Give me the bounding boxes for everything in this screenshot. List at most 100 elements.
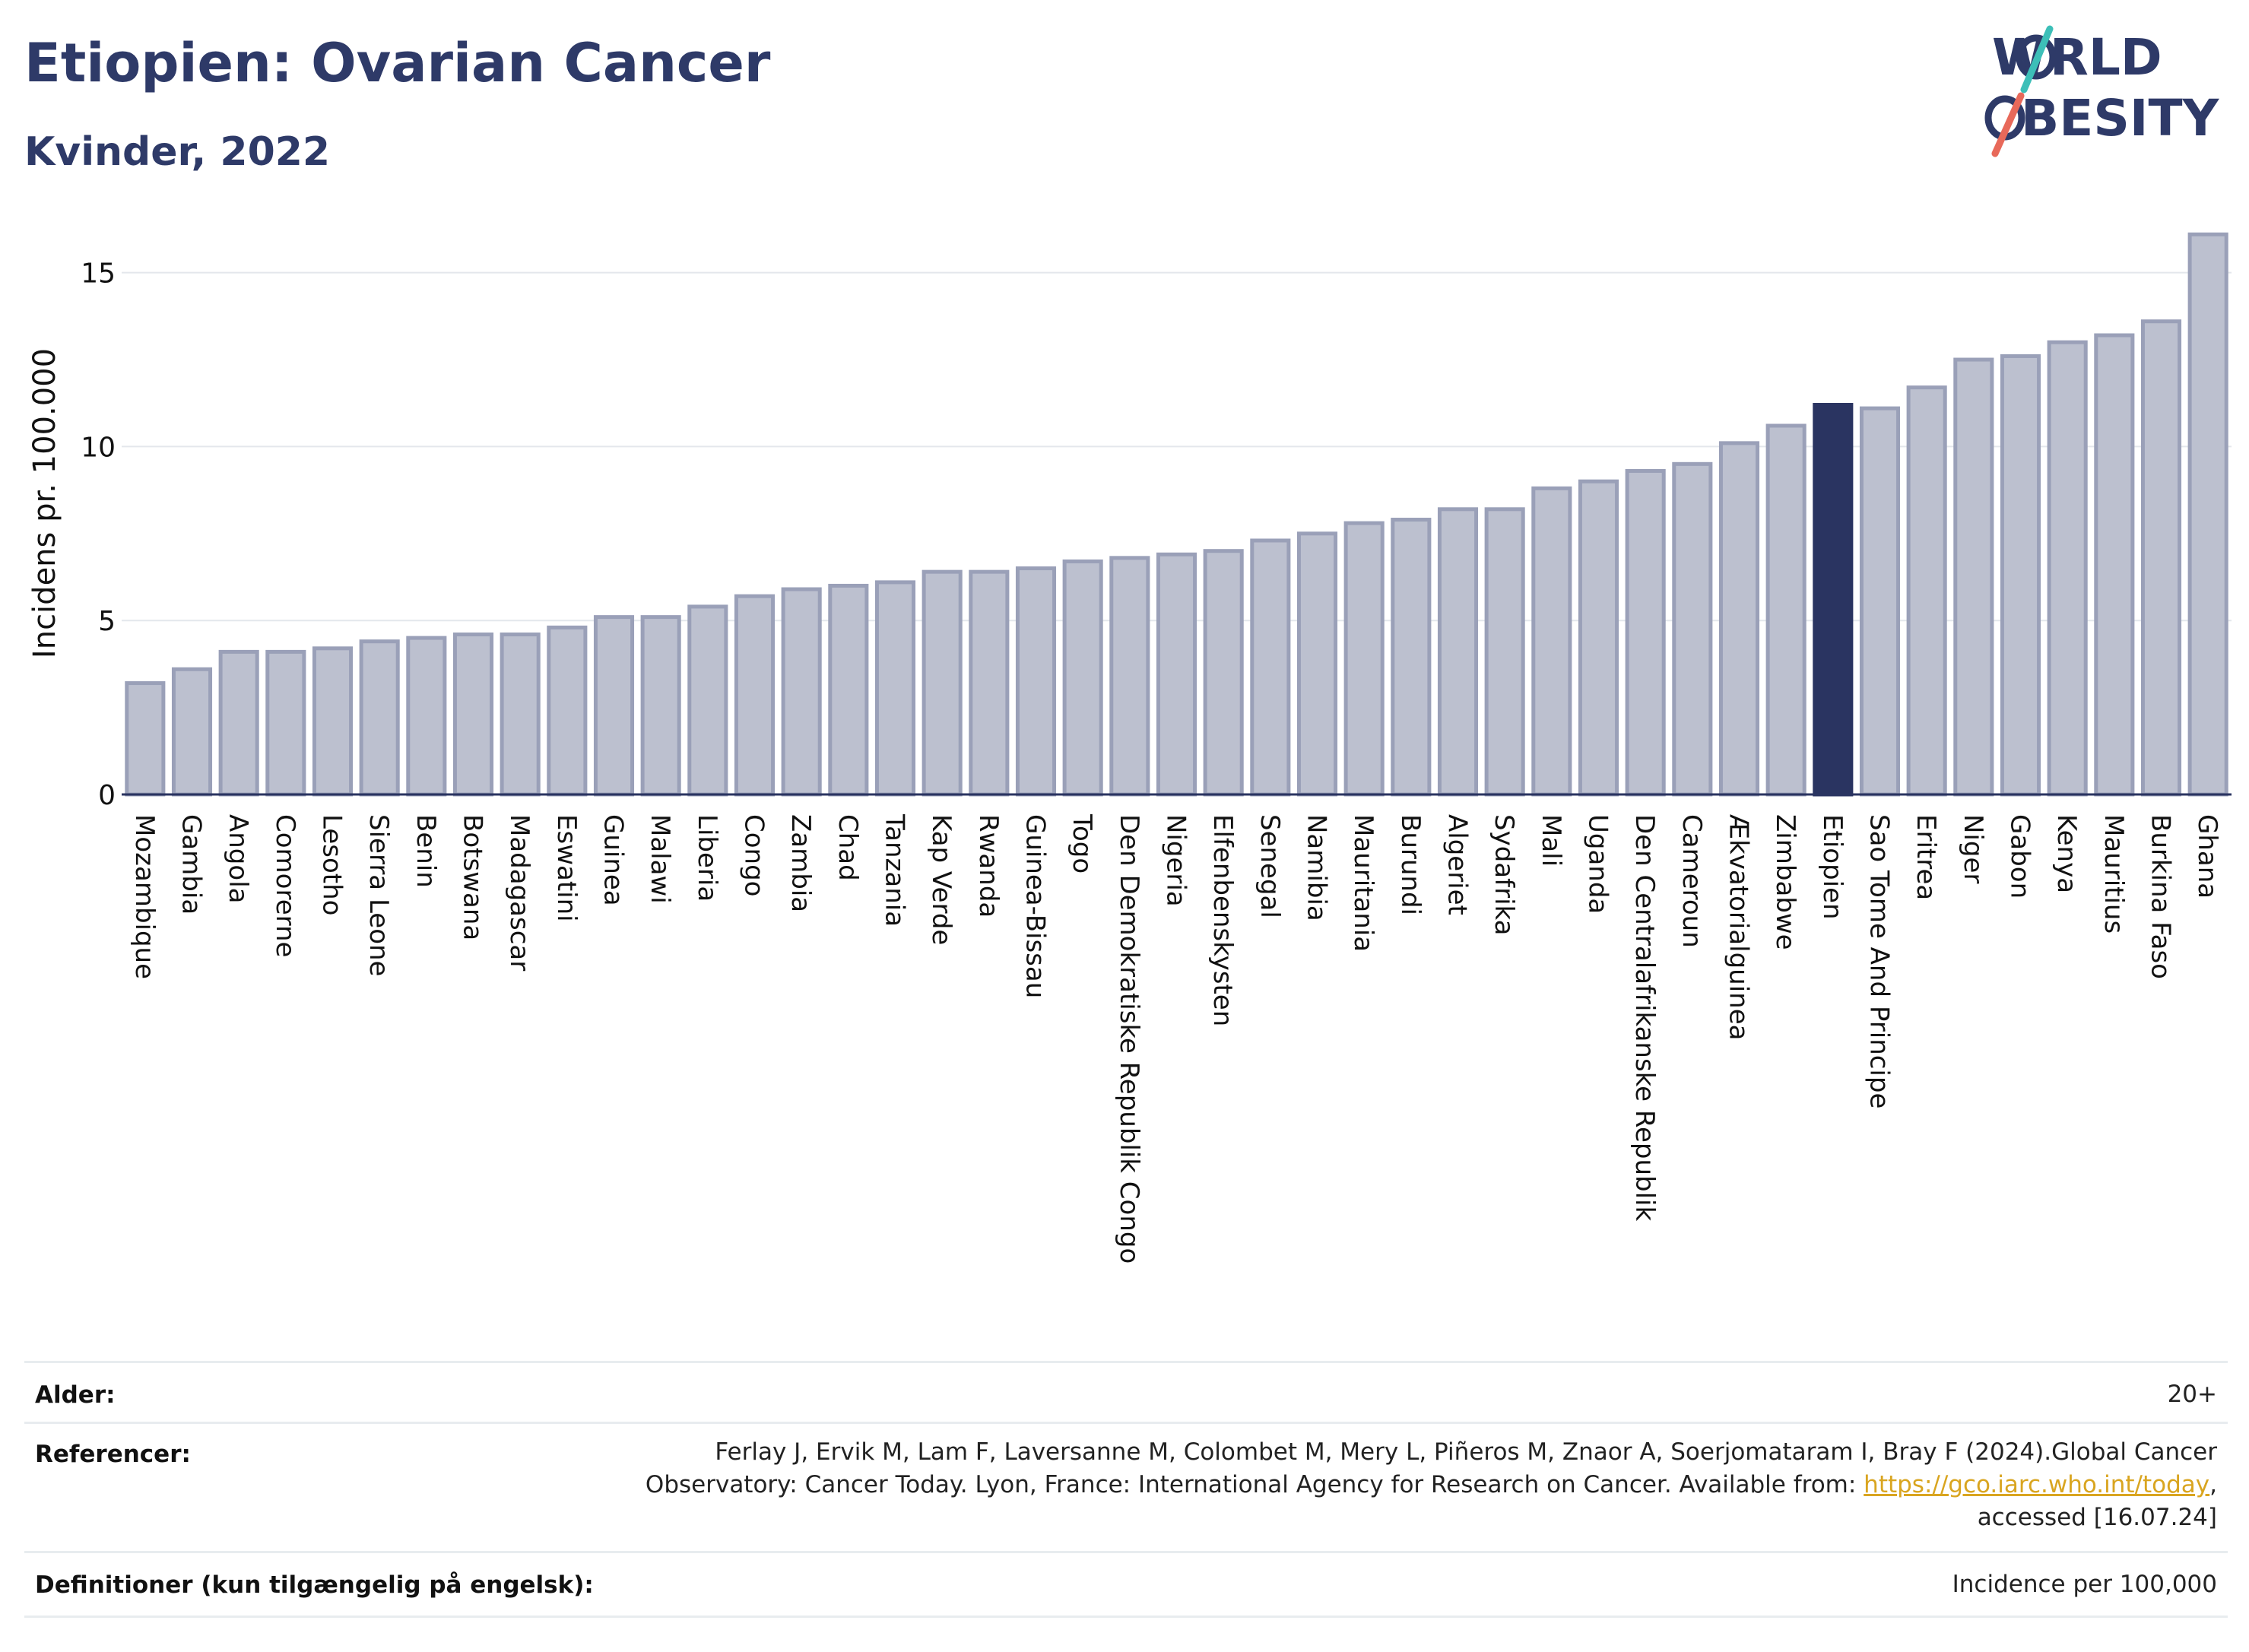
- x-tick-label: Burundi: [1395, 814, 1426, 915]
- bar: [2094, 333, 2135, 797]
- x-tick-label: Eswatini: [551, 814, 582, 922]
- x-tick-label: Botswana: [458, 814, 488, 940]
- y-tick-label: 10: [81, 432, 116, 463]
- x-tick-label: Togo: [1067, 813, 1097, 874]
- y-tick-label: 5: [98, 606, 116, 637]
- x-tick-label: Angola: [223, 814, 253, 903]
- bar: [1906, 385, 1947, 797]
- x-tick-label: Benin: [411, 814, 441, 888]
- y-axis-label: Incidens pr. 100.000: [27, 348, 62, 658]
- y-tick-label: 0: [98, 780, 116, 811]
- bar: [547, 625, 588, 797]
- bar: [1625, 468, 1666, 797]
- x-tick-label: Sydafrika: [1489, 814, 1519, 935]
- x-tick-label: Algeriet: [1442, 814, 1473, 915]
- x-tick-label: Mali: [1536, 814, 1566, 867]
- reference-line-1: Ferlay J, Ervik M, Lam F, Laversanne M, …: [715, 1438, 2217, 1466]
- x-tick-label: Guinea: [598, 814, 629, 906]
- x-tick-label: Nigeria: [1161, 814, 1191, 907]
- bar: [218, 649, 259, 797]
- x-tick-label: Ækvatorialguinea: [1724, 814, 1754, 1040]
- x-tick-label: Elfenbenskysten: [1207, 814, 1238, 1026]
- bar: [687, 604, 728, 797]
- svg-text:RLD: RLD: [2050, 28, 2162, 87]
- x-tick-label: Rwanda: [973, 814, 1004, 918]
- x-tick-label: Namibia: [1302, 814, 1332, 921]
- x-tick-label: Congo: [739, 814, 769, 896]
- reference-link[interactable]: https://gco.iarc.who.int/today: [1864, 1471, 2210, 1498]
- age-row: Alder: 20+: [24, 1361, 2228, 1424]
- references-text: Ferlay J, Ervik M, Lam F, Laversanne M, …: [646, 1436, 2217, 1534]
- x-tick-label: Den Centralafrikanske Republik: [1629, 814, 1660, 1221]
- bar: [1578, 479, 1619, 797]
- bars: [125, 232, 2228, 797]
- bar: [312, 646, 354, 797]
- reference-line-3: accessed [16.07.24]: [1977, 1504, 2217, 1531]
- x-tick-label: Madagascar: [504, 814, 534, 971]
- bar: [1343, 521, 1385, 797]
- x-tick-label: Guinea-Bissau: [1020, 814, 1051, 998]
- bar: [1250, 538, 1291, 797]
- metadata-table: Alder: 20+ Referencer: Ferlay J, Ervik M…: [24, 1361, 2228, 1619]
- y-tick-labels: 0 5 10 15: [81, 258, 116, 811]
- bar: [1859, 406, 1901, 797]
- x-tick-label: Comorerne: [270, 814, 300, 957]
- bar: [2047, 340, 2088, 797]
- x-tick-label: Senegal: [1255, 814, 1285, 918]
- age-label: Alder:: [35, 1381, 116, 1409]
- bar: [125, 681, 166, 797]
- reference-line-2-end: ,: [2209, 1471, 2217, 1498]
- x-tick-label: Chad: [833, 814, 863, 881]
- world-obesity-logo: W RLD BESITY: [1984, 25, 2220, 157]
- definitions-row: Definitioner (kun tilgængelig på engelsk…: [24, 1551, 2228, 1618]
- bar: [969, 569, 1010, 797]
- bar: [1015, 566, 1057, 797]
- bar: [500, 633, 541, 797]
- bar: [640, 615, 681, 797]
- x-tick-label: Niger: [1958, 814, 1988, 883]
- bar: [593, 615, 635, 797]
- bar: [2140, 319, 2182, 797]
- bar: [1765, 423, 1806, 797]
- bar: [359, 639, 400, 797]
- bar: [1953, 357, 1994, 797]
- x-tick-label: Sierra Leone: [363, 814, 394, 976]
- page-subtitle: Kvinder, 2022: [24, 129, 331, 175]
- definitions-value: Incidence per 100,000: [1952, 1571, 2217, 1598]
- bar: [1484, 507, 1525, 797]
- reference-line-2-text: Observatory: Cancer Today. Lyon, France:…: [645, 1471, 1864, 1498]
- svg-text:BESITY: BESITY: [2021, 89, 2220, 147]
- x-tick-label: Uganda: [1583, 814, 1613, 914]
- x-tick-label: Eritrea: [1911, 814, 1941, 900]
- x-tick-label: Mauritania: [1348, 814, 1378, 952]
- x-tick-label: Cameroun: [1676, 814, 1707, 948]
- references-row: Referencer: Ferlay J, Ervik M, Lam F, La…: [24, 1422, 2228, 1553]
- x-tick-label: Lesotho: [317, 814, 347, 915]
- bar: [874, 580, 916, 797]
- y-tick-label: 15: [81, 258, 116, 290]
- bar: [452, 633, 494, 797]
- x-tick-label: Liberia: [692, 814, 722, 902]
- x-tick-labels: Mozambique Gambia Angola Comorerne Lesotho Si…: [129, 813, 2222, 1264]
- x-tick-label: Mauritius: [2098, 814, 2129, 934]
- bar: [1437, 507, 1479, 797]
- bar: [1203, 549, 1244, 797]
- x-tick-label: Den Demokratiske Republik Congo: [1114, 814, 1144, 1264]
- bar: [1296, 531, 1338, 797]
- bar: [1062, 559, 1103, 797]
- page-title: Etiopien: Ovarian Cancer: [24, 32, 771, 94]
- x-tick-label: Gambia: [176, 814, 207, 915]
- bar: [265, 649, 306, 797]
- definitions-label: Definitioner (kun tilgængelig på engelsk…: [35, 1571, 594, 1599]
- bar: [734, 594, 776, 797]
- x-tick-label: Burkina Faso: [2146, 814, 2176, 979]
- bar: [781, 587, 822, 797]
- x-tick-label: Zambia: [785, 814, 816, 912]
- bar: [1531, 486, 1572, 797]
- bar: [171, 667, 213, 797]
- bar: [1718, 441, 1760, 797]
- bar-chart: 0 5 10 15 Mozambique Gambia Angola Comorerne Le…: [27, 232, 2232, 1264]
- age-value: 20+: [2167, 1381, 2217, 1408]
- x-tick-label: Kap Verde: [926, 814, 956, 945]
- bar: [2000, 354, 2041, 797]
